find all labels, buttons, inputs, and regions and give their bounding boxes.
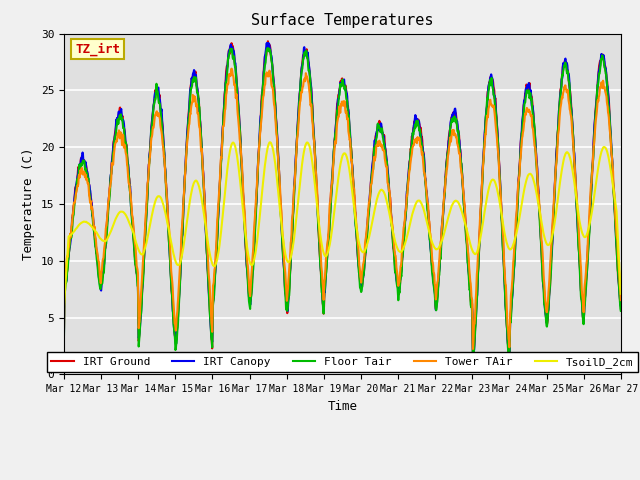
X-axis label: Time: Time <box>328 400 357 413</box>
Title: Surface Temperatures: Surface Temperatures <box>251 13 434 28</box>
Y-axis label: Temperature (C): Temperature (C) <box>22 148 35 260</box>
Legend: IRT Ground, IRT Canopy, Floor Tair, Tower TAir, TsoilD_2cm: IRT Ground, IRT Canopy, Floor Tair, Towe… <box>47 352 638 372</box>
Text: TZ_irt: TZ_irt <box>75 42 120 56</box>
